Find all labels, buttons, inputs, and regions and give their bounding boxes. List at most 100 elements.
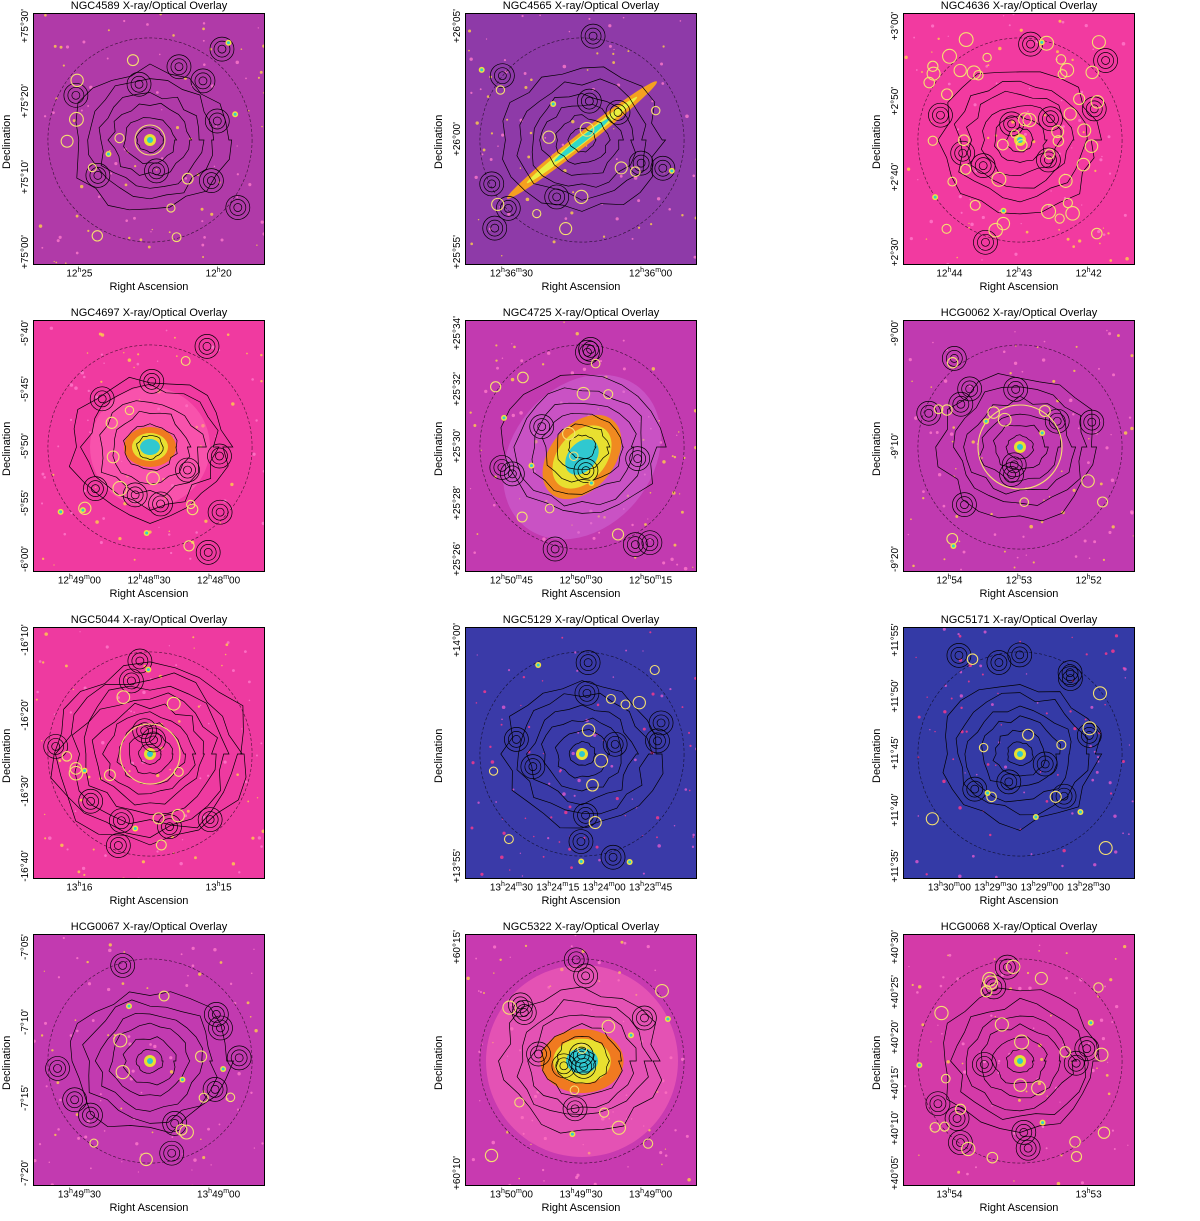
dec-tick-label: +75°30' xyxy=(20,9,31,43)
ra-tick-label: 13h24m15 xyxy=(536,881,579,893)
ra-tick-label: 13h24m00 xyxy=(583,881,626,893)
x-axis-label: Right Ascension xyxy=(903,281,1135,293)
ra-tick-label: 13h23m45 xyxy=(629,881,672,893)
optical-image xyxy=(33,934,265,1186)
dec-tick-label: -5°40' xyxy=(20,320,31,346)
y-axis-label: Declination xyxy=(1,422,13,476)
panel-title: NGC4636 X-ray/Optical Overlay xyxy=(903,0,1135,13)
galaxy-emission xyxy=(1014,441,1026,453)
dec-tick-label: +2°40' xyxy=(890,163,901,191)
dec-tick-label: +25°32' xyxy=(452,372,463,406)
y-axis-label: Declination xyxy=(433,729,445,783)
optical-image xyxy=(465,934,697,1186)
galaxy-emission xyxy=(90,387,210,507)
xray-optical-overlay xyxy=(904,321,1135,572)
optical-image xyxy=(33,320,265,572)
y-axis-label: Declination xyxy=(1,115,13,169)
x-axis-label: Right Ascension xyxy=(33,895,265,907)
x-axis-label: Right Ascension xyxy=(33,588,265,600)
optical-image xyxy=(903,320,1135,572)
dec-tick-label: +25°34' xyxy=(452,316,463,350)
ra-tick-label: 12h50m30 xyxy=(559,574,602,586)
dec-tick-label: +3°00' xyxy=(890,11,901,39)
panel-title: NGC4565 X-ray/Optical Overlay xyxy=(465,0,697,13)
ra-tick-label: 13h24m30 xyxy=(490,881,533,893)
xray-optical-overlay xyxy=(904,935,1135,1186)
y-axis-label: Declination xyxy=(871,1036,883,1090)
dec-tick-label: +40°25' xyxy=(890,975,901,1009)
ra-tick-label: 13h49m30 xyxy=(559,1188,602,1200)
x-axis-label: Right Ascension xyxy=(903,1202,1135,1214)
dec-tick-label: +26°05' xyxy=(452,9,463,43)
xray-optical-overlay xyxy=(466,14,697,265)
dec-tick-label: +25°26' xyxy=(452,542,463,576)
ra-tick-label: 12h36m00 xyxy=(629,267,672,279)
dec-tick-label: +75°10' xyxy=(20,160,31,194)
dec-tick-label: -9°00' xyxy=(890,320,901,346)
ra-tick-label: 13h16 xyxy=(66,881,92,893)
galaxy-emission xyxy=(1014,1055,1026,1067)
panel-title: HCG0068 X-ray/Optical Overlay xyxy=(903,921,1135,934)
dec-tick-label: +14°00' xyxy=(452,623,463,657)
galaxy-emission xyxy=(144,1055,156,1067)
overlay-panel: HCG0068 X-ray/Optical Overlay 13h54 13h53 +… xyxy=(870,921,1200,1221)
dec-tick-label: +25°28' xyxy=(452,486,463,520)
galaxy-emission xyxy=(1014,748,1026,760)
ra-tick-label: 12h49m00 xyxy=(58,574,101,586)
y-axis-label: Declination xyxy=(433,1036,445,1090)
ra-tick-label: 13h28m30 xyxy=(1067,881,1110,893)
xray-optical-overlay xyxy=(466,321,697,572)
dec-tick-label: +40°05' xyxy=(890,1156,901,1190)
ra-tick-label: 13h49m00 xyxy=(629,1188,672,1200)
ra-tick-label: 12h48m00 xyxy=(197,574,240,586)
galaxy-emission xyxy=(144,748,156,760)
ra-tick-label: 12h42 xyxy=(1076,267,1102,279)
ra-tick-label: 13h54 xyxy=(936,1188,962,1200)
ra-tick-label: 13h15 xyxy=(206,881,232,893)
x-axis-label: Right Ascension xyxy=(903,588,1135,600)
xray-optical-overlay xyxy=(34,628,265,879)
optical-image xyxy=(33,13,265,265)
dec-tick-label: +40°20' xyxy=(890,1020,901,1054)
x-axis-label: Right Ascension xyxy=(465,895,697,907)
ra-tick-label: 12h48m30 xyxy=(127,574,170,586)
dec-tick-label: -7°05' xyxy=(20,934,31,960)
xray-optical-overlay xyxy=(904,14,1135,265)
y-axis-label: Declination xyxy=(871,422,883,476)
ra-tick-label: 13h49m30 xyxy=(58,1188,101,1200)
dec-tick-label: -9°10' xyxy=(890,433,901,459)
panel-title: HCG0062 X-ray/Optical Overlay xyxy=(903,307,1135,320)
ra-tick-label: 13h30m00 xyxy=(928,881,971,893)
y-axis-label: Declination xyxy=(433,422,445,476)
xray-optical-overlay xyxy=(34,14,265,265)
dec-tick-label: +2°50' xyxy=(890,87,901,115)
dec-tick-label: +11°45' xyxy=(890,736,901,769)
dec-tick-label: +60°10' xyxy=(452,1156,463,1190)
dec-tick-label: -9°20' xyxy=(890,546,901,572)
y-axis-label: Declination xyxy=(433,115,445,169)
xray-optical-overlay xyxy=(34,321,265,572)
y-axis-label: Declination xyxy=(871,729,883,783)
ra-tick-label: 12h50m15 xyxy=(629,574,672,586)
dec-tick-label: +11°55' xyxy=(890,623,901,656)
y-axis-label: Declination xyxy=(1,729,13,783)
dec-tick-label: +13°55' xyxy=(452,849,463,883)
dec-tick-label: -5°50' xyxy=(20,433,31,459)
ra-tick-label: 13h53 xyxy=(1076,1188,1102,1200)
panel-title: NGC5171 X-ray/Optical Overlay xyxy=(903,614,1135,627)
optical-image xyxy=(465,627,697,879)
dec-tick-label: +25°55' xyxy=(452,235,463,269)
dec-tick-label: +40°30' xyxy=(890,930,901,964)
xray-optical-overlay xyxy=(466,935,697,1186)
galaxy-emission xyxy=(576,748,588,760)
optical-image xyxy=(465,320,697,572)
dec-tick-label: +60°15' xyxy=(452,930,463,964)
panel-title: HCG0067 X-ray/Optical Overlay xyxy=(33,921,265,934)
y-axis-label: Declination xyxy=(1,1036,13,1090)
